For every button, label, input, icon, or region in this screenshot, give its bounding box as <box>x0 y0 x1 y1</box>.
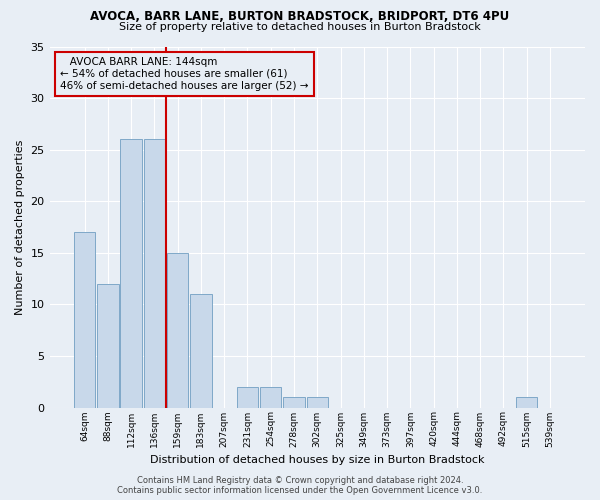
X-axis label: Distribution of detached houses by size in Burton Bradstock: Distribution of detached houses by size … <box>150 455 485 465</box>
Bar <box>260 387 281 407</box>
Bar <box>516 397 538 407</box>
Bar <box>307 397 328 407</box>
Y-axis label: Number of detached properties: Number of detached properties <box>15 140 25 314</box>
Text: Size of property relative to detached houses in Burton Bradstock: Size of property relative to detached ho… <box>119 22 481 32</box>
Bar <box>121 140 142 407</box>
Text: Contains HM Land Registry data © Crown copyright and database right 2024.
Contai: Contains HM Land Registry data © Crown c… <box>118 476 482 495</box>
Text: AVOCA, BARR LANE, BURTON BRADSTOCK, BRIDPORT, DT6 4PU: AVOCA, BARR LANE, BURTON BRADSTOCK, BRID… <box>91 10 509 23</box>
Bar <box>74 232 95 408</box>
Bar <box>167 253 188 408</box>
Bar <box>283 397 305 407</box>
Bar <box>190 294 212 408</box>
Text: AVOCA BARR LANE: 144sqm   
← 54% of detached houses are smaller (61)
46% of semi: AVOCA BARR LANE: 144sqm ← 54% of detache… <box>60 58 309 90</box>
Bar <box>237 387 258 407</box>
Bar <box>143 140 165 407</box>
Bar <box>97 284 119 408</box>
